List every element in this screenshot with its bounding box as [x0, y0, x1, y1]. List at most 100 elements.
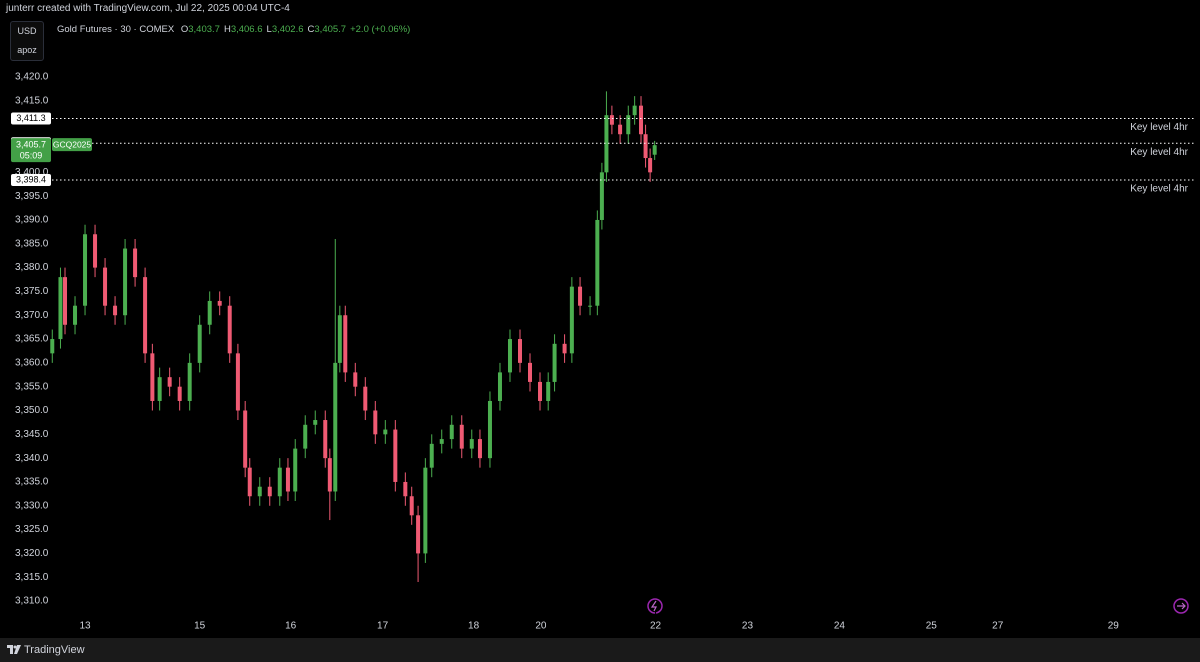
y-tick-label: 3,340.0	[15, 453, 49, 464]
candle-body	[423, 467, 428, 554]
key-level-name: Key level 4hr	[1130, 147, 1188, 158]
attribution: junterr created with TradingView.com, Ju…	[6, 3, 290, 14]
legend-key: H	[223, 24, 231, 35]
candle-body	[469, 439, 474, 449]
legend-key: O	[180, 24, 189, 35]
legend-value: 3,406.6	[230, 24, 263, 35]
event-icon[interactable]	[647, 598, 663, 614]
candle-body	[227, 305, 232, 354]
candle-body	[167, 377, 172, 387]
x-tick-label: 13	[79, 621, 91, 632]
x-tick-label: 20	[535, 621, 547, 632]
candle-body	[217, 300, 222, 306]
candle-body	[285, 467, 290, 492]
candle-body	[83, 234, 88, 306]
x-tick-label: 25	[926, 621, 938, 632]
candle-body	[507, 339, 512, 373]
candle-body	[569, 286, 574, 354]
x-tick-label: 29	[1108, 621, 1120, 632]
y-tick-label: 3,330.0	[15, 500, 49, 511]
x-tick-label: 27	[992, 621, 1004, 632]
y-tick-label: 3,385.0	[15, 238, 49, 249]
x-tick-label: 17	[377, 621, 389, 632]
footer: TradingView	[0, 638, 1200, 662]
legend-value: 3,403.7	[188, 24, 220, 35]
candle-body	[403, 481, 408, 497]
candle-body	[327, 458, 332, 492]
y-tick-label: 3,420.0	[15, 72, 49, 83]
legend-key: C	[307, 24, 315, 35]
candle-body	[618, 124, 623, 135]
key-level-name: Key level 4hr	[1130, 184, 1188, 195]
candle-body	[449, 424, 454, 440]
candle-body	[73, 305, 78, 325]
candle-body	[177, 386, 182, 401]
candle-body	[599, 172, 604, 220]
candle-body	[243, 410, 248, 468]
candle-body	[123, 248, 128, 316]
y-tick-label: 3,390.0	[15, 215, 49, 226]
y-tick-label: 3,325.0	[15, 524, 49, 535]
legend-key: L	[266, 24, 272, 35]
price-label-box	[11, 112, 51, 125]
candle-body	[416, 515, 421, 554]
candle-body	[363, 386, 368, 411]
x-tick-label: 15	[194, 621, 206, 632]
candle-body	[538, 381, 543, 401]
candle-body	[439, 439, 444, 444]
y-tick-label: 3,345.0	[15, 429, 49, 440]
y-tick-label: 3,315.0	[15, 572, 49, 583]
chart: 3,310.0 3,315.0 3,320.0 3,325.0 3,330.0 3,335…	[11, 72, 1195, 632]
candle-body	[58, 277, 63, 340]
candle-body	[626, 115, 631, 135]
y-tick-label: 3,335.0	[15, 477, 49, 488]
event-glyph	[650, 600, 657, 612]
candle-body	[609, 115, 614, 125]
y-tick-label: 3,365.0	[15, 334, 49, 345]
candle-body	[517, 339, 522, 363]
scroll-glyph	[1177, 602, 1186, 610]
candle-body	[429, 443, 434, 468]
y-tick-label: 3,310.0	[15, 596, 49, 607]
events	[647, 598, 1189, 614]
candle-body	[313, 420, 318, 425]
candle-body	[648, 158, 653, 173]
candle-body	[187, 362, 192, 401]
candle-body	[552, 343, 557, 382]
contract-label: GCQ2025	[53, 139, 92, 149]
scroll-to-realtime[interactable]	[1173, 598, 1189, 614]
candle-body	[197, 324, 202, 363]
candle-body	[578, 286, 583, 306]
candle-body	[604, 115, 609, 173]
candle-body	[546, 381, 551, 401]
candle-body	[323, 420, 328, 459]
y-tick-label: 3,370.0	[15, 310, 49, 321]
candle-body	[133, 248, 138, 278]
candle-body	[595, 219, 600, 306]
candle-body	[632, 105, 637, 116]
x-tick-label: 24	[834, 621, 846, 632]
candle-body	[353, 372, 358, 387]
layout-name: apoz	[17, 45, 37, 55]
y-tick-label: 3,360.0	[15, 358, 49, 369]
footer-brand[interactable]: TradingView	[24, 644, 85, 656]
candle-body	[643, 134, 648, 159]
price-label: 3,398.4	[16, 174, 46, 184]
candle-body	[150, 353, 155, 401]
legend: Gold Futures · 30 · COMEX O3,403.7 H3,406…	[57, 24, 410, 35]
candle-body	[50, 339, 55, 354]
y-tick-label: 3,320.0	[15, 548, 49, 559]
x-tick-label: 18	[468, 621, 480, 632]
symbol[interactable]: Gold Futures · 30 · COMEX	[57, 24, 175, 35]
legend-value: 3,402.6	[271, 24, 304, 35]
candle-body	[303, 424, 308, 449]
candle-body	[393, 429, 398, 482]
candle-body	[652, 145, 657, 155]
contract-tag	[52, 138, 92, 152]
y-tick-label: 3,380.0	[15, 262, 49, 273]
candle-body	[157, 377, 162, 401]
candle-body	[143, 277, 148, 354]
candle-body	[639, 105, 644, 135]
currency-box[interactable]: USD apoz	[10, 21, 44, 61]
key-level-name: Key level 4hr	[1130, 122, 1188, 133]
